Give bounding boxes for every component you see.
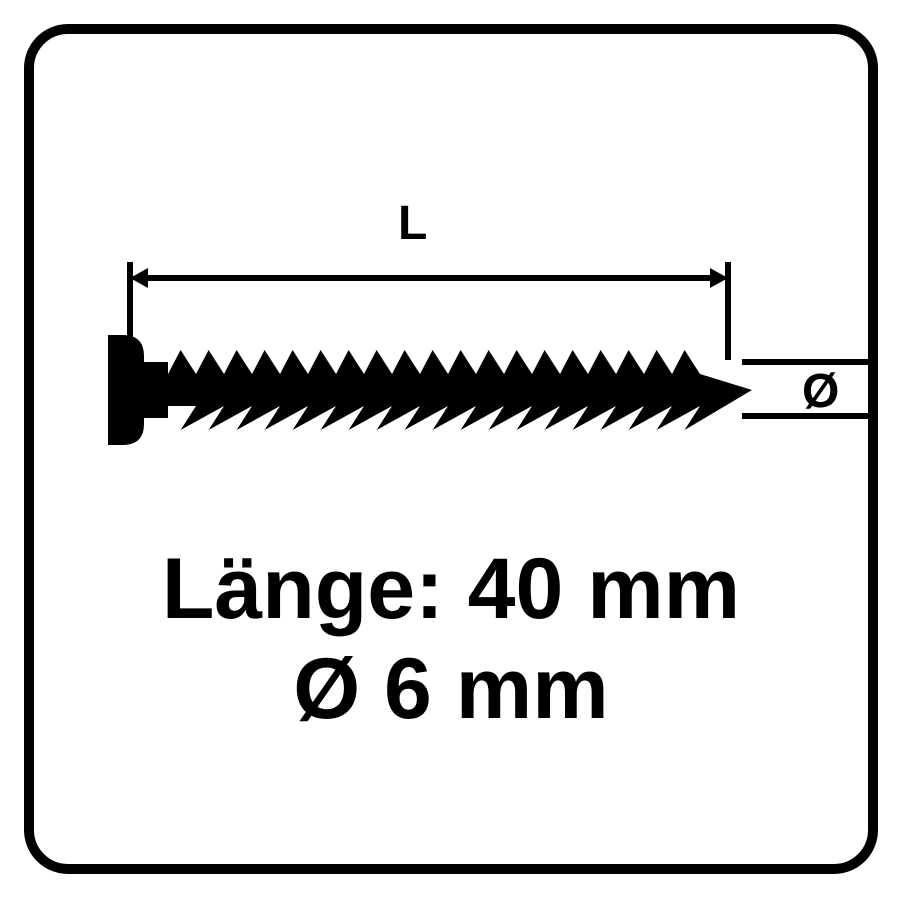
spec-diameter: Ø 6 mm — [0, 640, 902, 739]
diagram-svg — [0, 0, 902, 898]
screw-shaft — [168, 350, 752, 430]
dim-l-label: L — [398, 196, 427, 251]
dim-d-label: Ø — [802, 364, 839, 419]
screw-head — [108, 335, 144, 445]
spec-length: Länge: 40 mm — [0, 540, 902, 639]
screw-collar — [144, 362, 168, 418]
